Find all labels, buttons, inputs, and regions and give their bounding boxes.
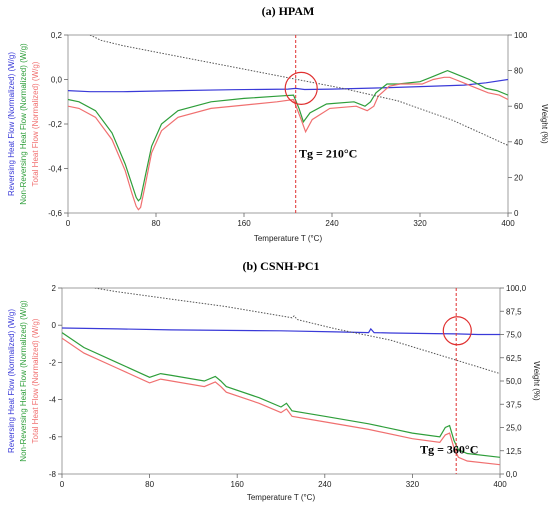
x-axis-label: Temperature T (°C)	[247, 493, 316, 502]
x-tick-label: 160	[237, 219, 251, 228]
x-axis-label: Temperature T (°C)	[254, 234, 323, 243]
y-tick-label: -0,4	[48, 165, 62, 174]
y2-tick-label: 60	[514, 102, 523, 111]
chart-title: (b) CSNH-PC1	[243, 259, 320, 273]
x-tick-label: 400	[501, 219, 515, 228]
y2-tick-label: 25,0	[506, 424, 522, 433]
y-tick-label: 2	[52, 284, 57, 293]
series-line-total	[68, 76, 508, 211]
tg-highlight-circle	[284, 71, 318, 106]
tg-annotation: Tg = 360°C	[420, 443, 478, 457]
series-line-non_reversing	[68, 69, 508, 202]
series-line-weight	[89, 35, 508, 146]
y-tick-label: -6	[49, 433, 57, 442]
series-line-reversing	[68, 78, 508, 93]
series-line-total	[62, 337, 500, 466]
x-tick-label: 0	[66, 219, 71, 228]
y2-tick-label: 100	[514, 31, 528, 40]
y2-tick-label: 62,5	[506, 354, 522, 363]
x-tick-label: 320	[413, 219, 427, 228]
y2-tick-label: 50,0	[506, 377, 522, 386]
y2-tick-label: 87,5	[506, 307, 522, 316]
x-tick-label: 240	[318, 480, 332, 489]
y2-axis-label: Weight (%)	[532, 361, 541, 401]
chart-panel-2: (b) CSNH-PC1 0 80 160 240 320 400 2 0 -2 -4 -6 -8 0,0…	[7, 259, 541, 502]
x-tick-label: 0	[60, 480, 65, 489]
y2-tick-label: 0,0	[506, 470, 518, 479]
x-tick-label: 80	[145, 480, 154, 489]
y-axis-label-non_reversing: Non-Reversing Heat Flow (Normalized) (W/…	[19, 43, 28, 205]
series-line-reversing	[62, 327, 500, 336]
y-axis-label-total: Total Heat Flow (Normalized) (W/g)	[31, 318, 40, 443]
y-tick-label: -0,6	[48, 209, 62, 218]
y2-tick-label: 20	[514, 173, 523, 182]
y2-tick-label: 75,0	[506, 331, 522, 340]
y2-tick-label: 100,0	[506, 284, 527, 293]
x-tick-label: 400	[493, 480, 507, 489]
y-tick-label: -8	[49, 470, 57, 479]
y2-tick-label: 37,5	[506, 400, 522, 409]
y2-axis-label: Weight (%)	[540, 104, 549, 144]
y-axis-label-non_reversing: Non-Reversing Heat Flow (Normalized) (W/…	[19, 300, 28, 462]
x-tick-label: 320	[406, 480, 420, 489]
tg-annotation: Tg = 210°C	[299, 146, 357, 160]
y-axis-label-reversing: Reversing Heat Flow (Normalized) (W/g)	[7, 309, 16, 453]
y-axis-label-total: Total Heat Flow (Normalized) (W/g)	[31, 61, 40, 186]
series-line-weight	[94, 288, 500, 375]
y2-tick-label: 12,5	[506, 447, 522, 456]
chart-title: (a) HPAM	[262, 4, 315, 18]
y2-tick-label: 0	[514, 209, 519, 218]
y-tick-label: -2	[49, 358, 57, 367]
y-tick-label: 0,0	[51, 76, 63, 85]
y2-tick-label: 40	[514, 138, 523, 147]
x-tick-label: 240	[325, 219, 339, 228]
y-tick-label: 0	[52, 321, 57, 330]
plot-frame	[67, 34, 509, 214]
tg-highlight-circle	[442, 316, 472, 346]
x-tick-label: 80	[152, 219, 161, 228]
y-tick-label: 0,2	[51, 31, 63, 40]
y-tick-label: -4	[49, 396, 57, 405]
x-tick-label: 160	[231, 480, 245, 489]
y-tick-label: -0,2	[48, 120, 62, 129]
y-axis-label-reversing: Reversing Heat Flow (Normalized) (W/g)	[7, 52, 16, 196]
y2-tick-label: 80	[514, 67, 523, 76]
series-line-non_reversing	[62, 332, 500, 458]
